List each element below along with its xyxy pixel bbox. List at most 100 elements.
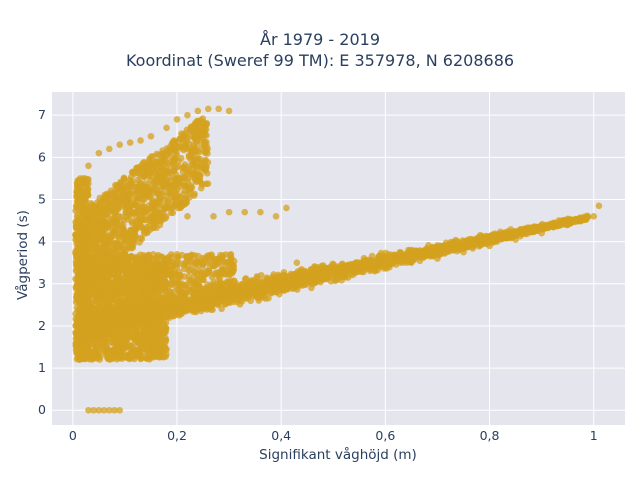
data-point [89,354,97,362]
data-point [353,259,360,266]
data-point [91,316,99,323]
data-point [308,284,315,292]
data-point [412,247,420,255]
data-point [377,249,385,257]
data-point [147,340,155,348]
data-point [105,327,113,334]
data-point [117,353,125,361]
data-point [179,301,187,309]
data-point [140,338,147,346]
data-point [97,353,104,360]
data-point [581,216,589,224]
data-point [143,293,151,301]
data-point [268,289,275,297]
data-point [133,331,140,339]
data-point [145,299,153,307]
data-point [122,339,129,346]
data-point [154,305,161,313]
data-point [99,336,107,344]
data-point [495,232,502,240]
data-point [74,334,82,341]
data-point [134,348,141,355]
data-point [151,294,158,302]
data-point [76,184,84,191]
data-point [155,339,163,347]
data-point [557,221,565,229]
data-point [129,293,137,300]
data-point [441,250,449,257]
data-point [122,328,130,336]
data-point [159,329,167,336]
data-point [120,301,127,309]
data-point [263,275,271,283]
data-point [83,299,91,307]
data-point [162,338,169,346]
data-point [148,329,155,337]
data-point [242,291,250,298]
data-point [75,356,83,363]
data-point [115,345,123,352]
data-point [247,297,255,305]
data-point [287,270,295,278]
data-point [538,223,546,231]
data-point [83,311,91,318]
chart-title-line-1: År 1979 - 2019 [260,30,380,49]
data-point [133,303,141,310]
data-point [91,348,98,355]
data-point [97,298,105,306]
data-point [72,339,79,347]
data-point [160,352,167,360]
data-point [80,346,88,353]
data-point [270,271,277,278]
data-point [104,298,111,306]
data-point [276,290,283,298]
data-point [103,351,110,359]
data-point [236,301,244,308]
data-point [466,240,474,248]
data-point [253,279,261,286]
data-point [255,297,263,304]
data-point [378,256,385,264]
data-point [85,328,92,335]
data-point [344,274,352,281]
data-point [75,321,83,328]
data-point [210,294,218,302]
data-point [170,307,178,314]
data-point [162,319,170,326]
data-point [153,333,161,340]
data-point [424,250,432,257]
data-point [222,296,229,304]
data-point [318,274,325,281]
data-point [574,215,582,223]
data-point [85,338,92,346]
data-markers [72,105,603,414]
data-point [189,298,196,306]
data-point [284,280,292,288]
data-point [148,352,155,360]
chart-title-line-2: Koordinat (Sweref 99 TM): E 357978, N 62… [125,51,515,70]
data-point [291,277,298,285]
data-point [120,321,128,328]
data-point [140,345,148,353]
data-point [313,263,321,271]
data-point [480,235,488,242]
data-point [110,335,118,343]
data-point [201,305,208,312]
data-point [398,256,405,264]
data-point [208,300,216,308]
data-point [242,275,250,282]
data-point [339,265,347,273]
data-point [503,231,510,239]
data-point [99,343,106,351]
data-point [74,205,81,212]
data-point [458,243,466,250]
data-point [544,224,551,231]
data-point [362,262,370,270]
data-point [142,316,149,324]
data-point [127,299,134,307]
data-point [442,239,450,247]
data-point [160,300,168,308]
data-point [438,244,445,251]
